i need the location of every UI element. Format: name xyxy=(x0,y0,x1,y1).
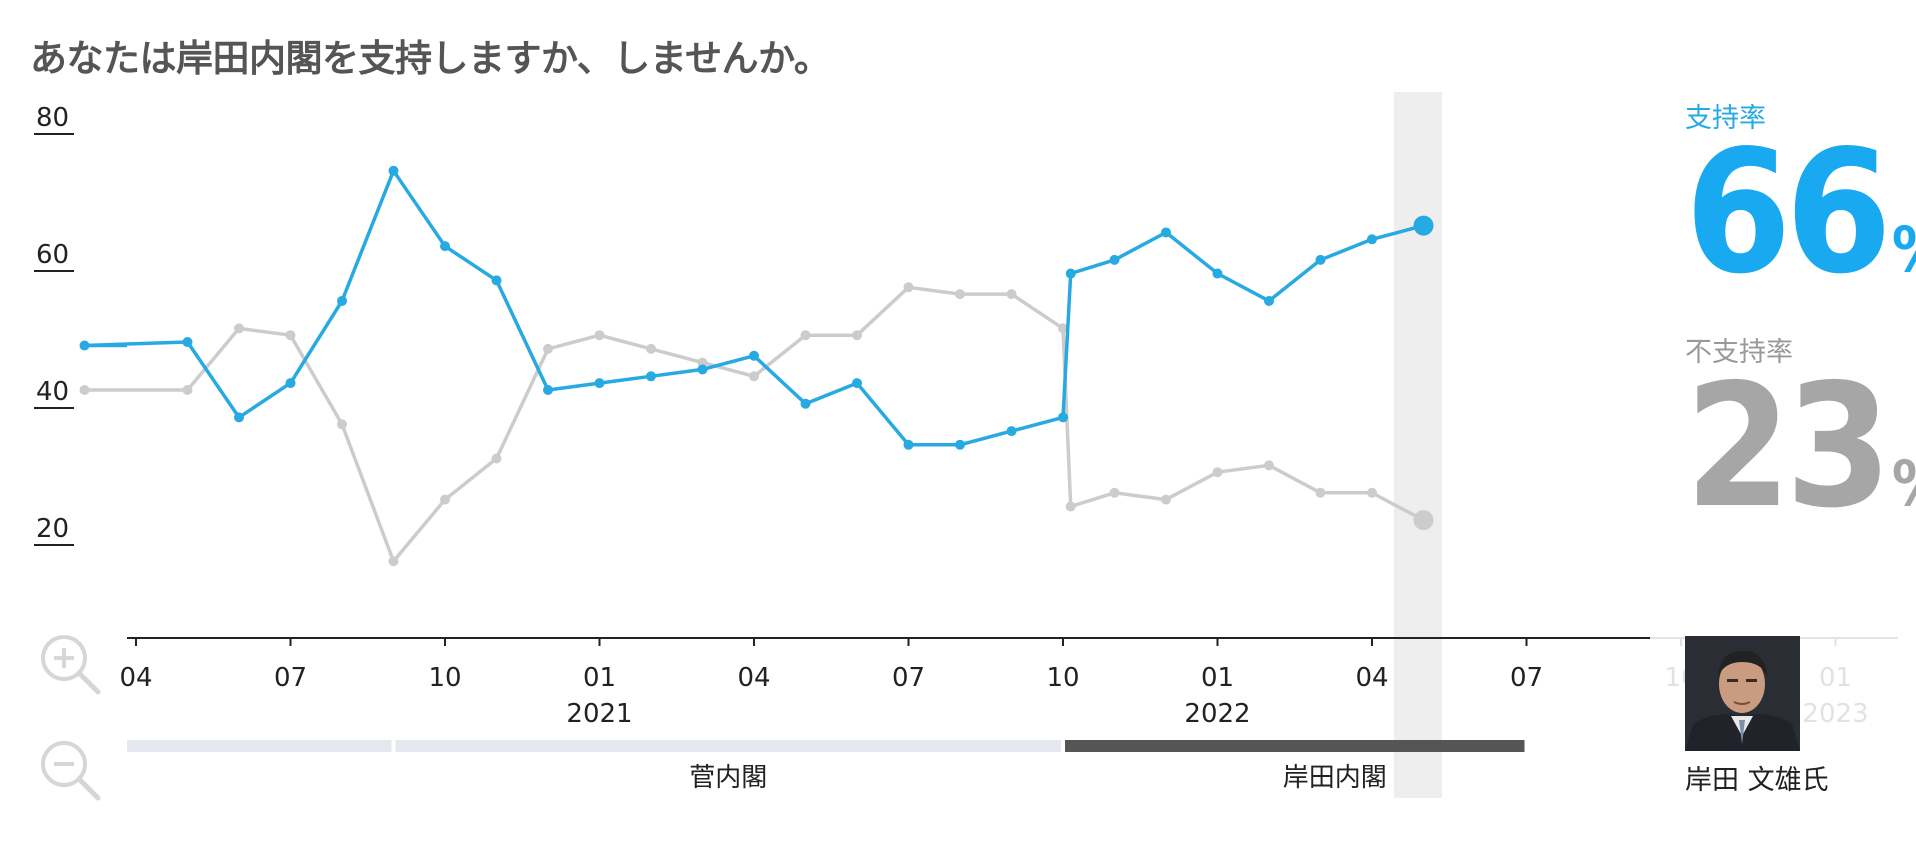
cabinet-bar xyxy=(395,740,1061,752)
data-point xyxy=(543,385,553,395)
x-tick-label: 07 xyxy=(274,663,307,693)
data-point xyxy=(1367,234,1377,245)
data-point xyxy=(1264,295,1274,306)
x-tick-label: 01 xyxy=(1819,663,1852,693)
data-point xyxy=(79,385,90,395)
data-point xyxy=(1109,487,1120,498)
y-tick-label: 60 xyxy=(34,240,74,272)
cabinet-bar xyxy=(127,740,392,752)
data-point xyxy=(285,378,296,389)
nonsupport-rate-label: 不支持率 xyxy=(1685,337,1793,368)
data-point xyxy=(749,371,759,382)
data-point xyxy=(491,453,502,464)
current-highlight-band xyxy=(1394,92,1442,798)
cabinet-label: 菅内閣 xyxy=(689,763,767,793)
data-point xyxy=(594,330,605,341)
data-point xyxy=(594,378,605,389)
data-point xyxy=(955,289,965,300)
x-tick-label: 10 xyxy=(1046,663,1079,693)
data-point xyxy=(852,330,862,341)
y-tick-label: 40 xyxy=(34,377,74,409)
support-rate-value: 66% xyxy=(1685,114,1916,312)
cabinet-bar xyxy=(1065,740,1525,752)
data-point xyxy=(388,165,399,176)
data-point xyxy=(646,371,656,382)
data-point xyxy=(749,350,759,361)
prime-minister-caption: 岸田 文雄氏 xyxy=(1685,765,1829,796)
data-point xyxy=(337,295,347,306)
x-year-label: 2022 xyxy=(1184,699,1250,729)
data-point xyxy=(1161,494,1171,505)
x-tick-label: 10 xyxy=(428,663,461,693)
data-point xyxy=(182,337,193,348)
data-point xyxy=(1109,254,1120,265)
data-point xyxy=(903,439,914,450)
y-tick-label: 20 xyxy=(34,514,74,546)
data-point xyxy=(697,364,708,375)
x-tick-label: 07 xyxy=(892,663,925,693)
data-point xyxy=(1065,268,1076,279)
series-layer xyxy=(79,165,1434,567)
data-point xyxy=(1065,501,1076,512)
data-point xyxy=(285,330,296,341)
x-year-label: 2023 xyxy=(1802,699,1868,729)
prime-minister-photo xyxy=(1685,636,1800,751)
x-tick-label: 04 xyxy=(1355,663,1388,693)
data-point xyxy=(1367,487,1377,498)
nonsupport-rate-value: 23% xyxy=(1685,348,1916,546)
data-point xyxy=(491,275,502,286)
data-point xyxy=(1006,289,1017,300)
x-tick-label: 04 xyxy=(119,663,152,693)
data-point xyxy=(182,385,193,395)
y-tick-label: 80 xyxy=(34,103,74,135)
cabinet-bars: 菅内閣 岸田内閣 xyxy=(127,740,1525,793)
support-rate-label: 支持率 xyxy=(1685,103,1766,134)
data-point xyxy=(234,323,244,334)
data-point xyxy=(79,340,90,351)
data-point xyxy=(1058,323,1068,334)
data-point xyxy=(1315,254,1326,265)
data-point xyxy=(800,330,811,341)
x-tick-label: 07 xyxy=(1510,663,1543,693)
data-point xyxy=(337,419,347,430)
data-point xyxy=(852,378,862,389)
data-point xyxy=(903,282,914,293)
cabinet-label: 岸田内閣 xyxy=(1283,763,1387,793)
page-title: あなたは岸田内閣を支持しますか、しませんか。 xyxy=(30,37,831,80)
x-tick-label: 01 xyxy=(583,663,616,693)
data-point xyxy=(543,343,553,354)
data-point xyxy=(1315,487,1326,498)
data-point xyxy=(1413,215,1434,236)
data-point xyxy=(800,398,811,409)
x-tick-label: 04 xyxy=(737,663,770,693)
data-point xyxy=(646,343,656,354)
data-point xyxy=(1212,268,1223,279)
data-point xyxy=(697,357,708,368)
x-tick-label: 01 xyxy=(1201,663,1234,693)
series-line xyxy=(82,285,1425,564)
data-point xyxy=(1264,460,1274,471)
data-point xyxy=(955,439,965,450)
data-point xyxy=(440,241,450,252)
x-year-label: 2021 xyxy=(566,699,632,729)
zoom-out-icon[interactable] xyxy=(38,738,102,802)
data-point xyxy=(1413,510,1434,531)
data-point xyxy=(440,494,450,505)
data-point xyxy=(1006,426,1017,437)
zoom-in-icon[interactable] xyxy=(38,632,102,696)
data-point xyxy=(388,556,399,567)
data-point xyxy=(1212,467,1223,478)
data-point xyxy=(1058,412,1068,423)
series-line xyxy=(82,169,1424,447)
data-point xyxy=(234,412,244,423)
data-point xyxy=(1161,227,1171,238)
